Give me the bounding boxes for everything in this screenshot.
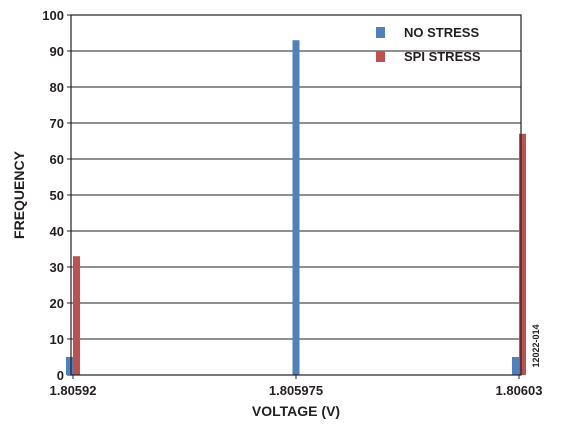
legend: NO STRESS SPI STRESS xyxy=(376,25,481,64)
bar-no-stress xyxy=(66,357,73,375)
x-tick-labels: 1.80592 1.805975 1.80603 xyxy=(50,375,543,398)
bar-spi-stress xyxy=(519,133,526,375)
y-tick-label: 60 xyxy=(50,152,64,167)
y-tick-label: 40 xyxy=(50,224,64,239)
legend-label: NO STRESS xyxy=(404,25,479,40)
legend-swatch xyxy=(376,27,385,38)
legend-label: SPI STRESS xyxy=(404,49,481,64)
bar-no-stress xyxy=(292,40,300,375)
x-tick-label: 1.80592 xyxy=(50,383,97,398)
y-tick-label: 0 xyxy=(57,368,64,383)
bar-spi-stress xyxy=(73,256,80,375)
bar-no-stress xyxy=(512,357,519,375)
y-tick-label: 20 xyxy=(50,296,64,311)
bars xyxy=(66,40,526,375)
y-tick-labels: 0 10 20 30 40 50 60 70 80 90 100 xyxy=(42,8,64,383)
legend-swatch xyxy=(376,51,385,62)
y-axis-label: FREQUENCY xyxy=(11,150,27,239)
figure-id-annotation: 12022-014 xyxy=(531,324,541,367)
y-tick-label: 80 xyxy=(50,80,64,95)
x-axis-label: VOLTAGE (V) xyxy=(252,403,340,419)
plot-frame xyxy=(70,14,522,376)
y-tick-label: 50 xyxy=(50,188,64,203)
y-tick-label: 10 xyxy=(50,332,64,347)
x-tick-label: 1.80603 xyxy=(496,383,543,398)
y-tick-label: 100 xyxy=(42,8,64,23)
y-tick-label: 70 xyxy=(50,116,64,131)
y-tick-label: 30 xyxy=(50,260,64,275)
x-tick-label: 1.805975 xyxy=(269,383,323,398)
y-tick-label: 90 xyxy=(50,44,64,59)
